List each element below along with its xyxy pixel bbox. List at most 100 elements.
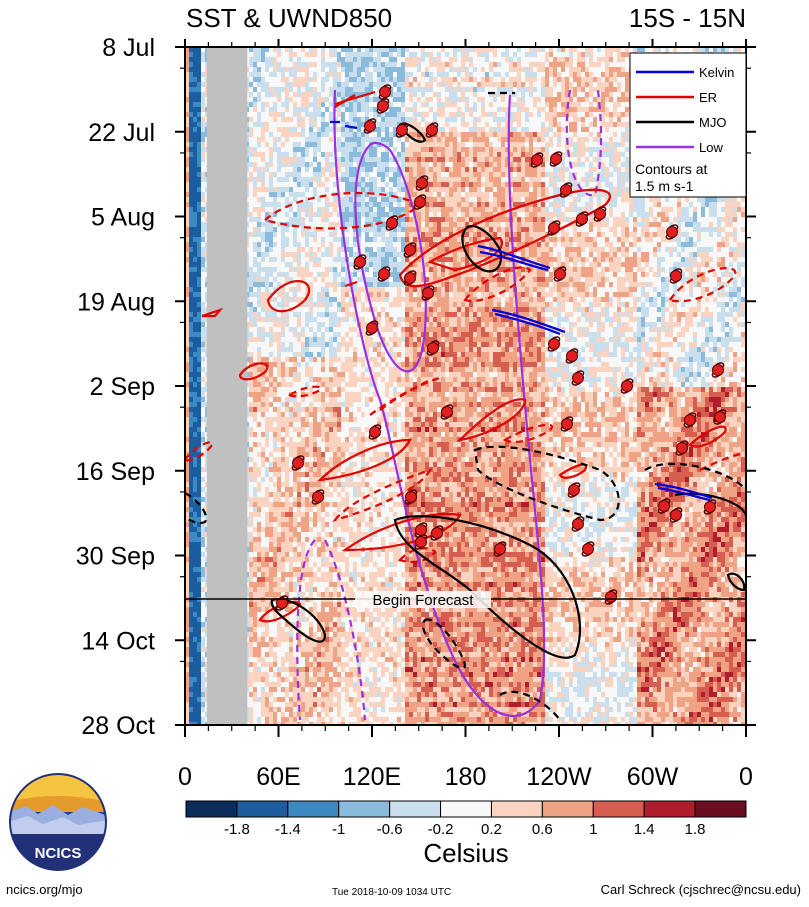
kelvin-contour <box>477 244 551 272</box>
ncics-logo: NCICS <box>9 773 107 871</box>
er-contour <box>558 463 588 479</box>
storm-marker <box>363 118 377 134</box>
forecast-label: Begin Forecast <box>373 592 475 609</box>
chart-title: SST & UWND850 <box>186 3 392 33</box>
storm-marker <box>665 224 679 240</box>
legend-er: ER <box>699 90 717 105</box>
mjo-contour <box>185 492 208 525</box>
storm-marker <box>425 122 439 138</box>
storm-marker <box>571 370 585 386</box>
storm-marker <box>291 455 305 471</box>
colorbar-tick: 0.6 <box>532 821 553 838</box>
storm-marker <box>565 348 579 364</box>
storm-marker <box>575 211 589 227</box>
storm-marker <box>440 404 454 420</box>
legend-mjo: MJO <box>699 115 726 130</box>
footer-author: Carl Schreck (cjschrec@ncsu.edu) <box>600 882 801 897</box>
colorbar-swatch <box>236 800 289 818</box>
mjo-contour <box>421 618 467 670</box>
y-tick-label: 8 Jul <box>102 34 155 62</box>
colorbar-swatch <box>287 800 340 818</box>
x-tick-label: 0 <box>178 763 192 791</box>
storm-marker <box>675 440 689 456</box>
colorbar-tick: 1.8 <box>685 821 706 838</box>
low-contour <box>296 539 367 721</box>
er-contour <box>456 398 527 442</box>
storm-marker <box>547 220 561 236</box>
y-tick-label: 28 Oct <box>81 712 155 740</box>
colorbar-unit: Celsius <box>423 838 508 868</box>
er-contour <box>502 423 554 444</box>
y-tick-label: 22 Jul <box>88 119 155 147</box>
colorbar-swatch <box>490 800 543 818</box>
kelvin-contour <box>491 308 566 336</box>
storm-marker <box>404 489 418 505</box>
storm-marker <box>414 534 428 550</box>
er-contour <box>341 513 462 552</box>
storm-marker <box>571 516 585 532</box>
er-contour <box>287 385 322 398</box>
colorbar-swatch <box>185 800 238 818</box>
mjo-contour <box>270 598 327 643</box>
storm-marker <box>421 285 435 301</box>
er-contour <box>185 441 214 462</box>
low-contour <box>565 89 603 197</box>
storm-marker <box>669 507 683 523</box>
colorbar-swatch <box>643 800 696 818</box>
storm-marker <box>620 378 634 394</box>
x-axis: 0 60E 120E 180 120W 60W 0 <box>178 39 753 791</box>
storm-marker <box>403 242 417 258</box>
y-tick-label: 5 Aug <box>91 204 155 232</box>
storm-marker <box>426 340 440 356</box>
er-contour <box>369 376 441 416</box>
storm-marker <box>430 525 444 541</box>
er-contour <box>201 307 224 318</box>
er-contour <box>427 236 503 272</box>
storm-marker <box>581 541 595 557</box>
uwnd-contours <box>185 89 746 721</box>
er-contour <box>238 362 269 381</box>
y-axis: 8 Jul 22 Jul 5 Aug 19 Aug 2 Sep 16 Sep 30 Sep 1… <box>76 34 756 740</box>
colorbar-swatch <box>440 800 492 818</box>
storm-marker <box>365 320 379 336</box>
colorbar-tick: -1 <box>332 821 345 838</box>
colorbar-swatch <box>389 800 442 818</box>
storm-marker <box>378 84 392 100</box>
kelvin-contour <box>654 482 713 502</box>
storm-marker <box>669 268 683 284</box>
mjo-contour <box>461 225 503 273</box>
land-mask <box>206 47 248 725</box>
storm-marker <box>703 499 717 515</box>
storm-marker <box>560 416 574 432</box>
storm-marker <box>559 182 573 198</box>
er-contour <box>688 425 727 448</box>
logo-text: NCICS <box>35 845 82 862</box>
x-tick-label: 0 <box>739 763 753 791</box>
low-contour <box>333 89 546 717</box>
y-tick-label: 14 Oct <box>81 627 155 655</box>
storm-marker <box>553 266 567 282</box>
er-contour <box>398 547 437 564</box>
storm-marker <box>377 266 391 282</box>
storm-marker <box>593 206 607 222</box>
storm-marker <box>493 541 507 557</box>
colorbar-tick: -0.6 <box>377 821 403 838</box>
colorbar-tick: -1.8 <box>224 821 250 838</box>
mjo-contour <box>393 515 582 659</box>
er-contour <box>668 267 737 303</box>
storm-marker <box>353 254 367 270</box>
er-contour <box>344 280 358 288</box>
legend-note-1: Contours at <box>635 161 707 177</box>
y-tick-label: 30 Sep <box>76 543 155 571</box>
colorbar-swatch <box>592 800 645 818</box>
storm-marker <box>275 595 289 611</box>
er-contour <box>463 266 532 303</box>
storm-marker <box>683 412 697 428</box>
mjo-contour <box>726 572 746 592</box>
storm-marker <box>567 482 581 498</box>
footer-url: ncics.org/mjo <box>6 882 83 897</box>
er-contour <box>334 90 376 108</box>
colorbar-tick: 0.2 <box>481 821 502 838</box>
footer-timestamp: Tue 2018-10-09 1034 UTC <box>332 887 452 898</box>
colorbar-swatch <box>694 800 747 818</box>
